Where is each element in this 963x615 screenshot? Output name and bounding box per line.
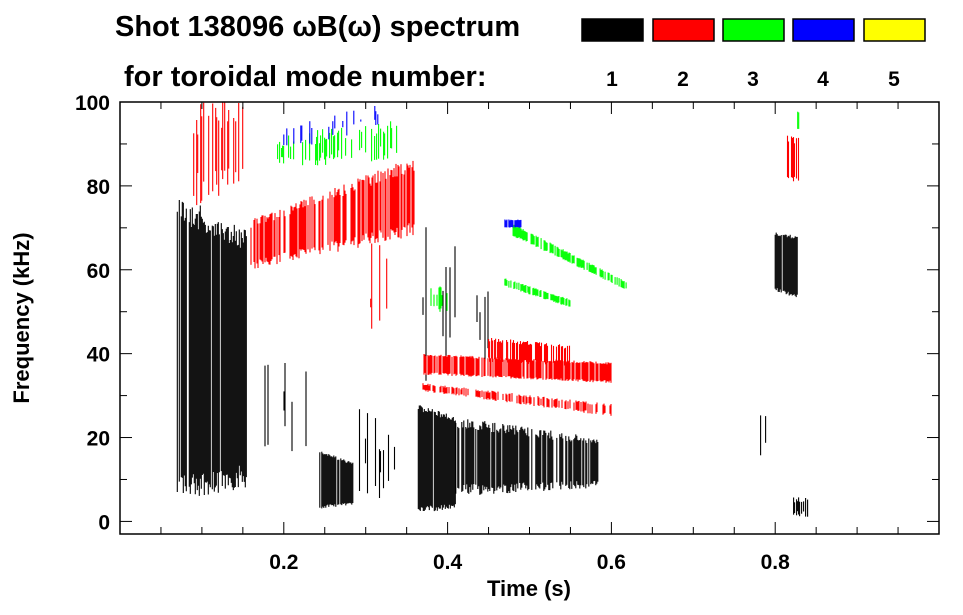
chart-subtitle: for toroidal mode number: <box>124 61 487 93</box>
y-tick-label: 80 <box>87 176 110 199</box>
y-tick-label: 100 <box>75 92 110 115</box>
x-tick-label: 0.6 <box>597 551 626 574</box>
legend-swatch-mode-5 <box>863 18 926 42</box>
x-tick-label: 0.8 <box>761 551 791 574</box>
x-tick-label: 0.2 <box>269 551 298 574</box>
legend-swatch-mode-4 <box>792 18 855 42</box>
legend-swatch-mode-2 <box>652 18 715 42</box>
x-axis-label: Time (s) <box>487 576 571 601</box>
chart-title: Shot 138096 ωB(ω) spectrum <box>115 11 520 43</box>
y-tick-label: 60 <box>87 260 110 283</box>
legend-label-mode-3: 3 <box>747 68 759 91</box>
legend-label-mode-4: 4 <box>817 68 829 91</box>
legend-label-mode-1: 1 <box>606 68 618 91</box>
legend: 1 2 3 4 5 <box>581 18 926 91</box>
spectrum-marks <box>176 102 809 517</box>
y-tick-label: 0 <box>98 511 110 534</box>
legend-swatch-mode-3 <box>722 18 785 42</box>
axes: 0.2 0.4 0.6 0.8 0 20 40 60 80 100 <box>75 92 940 574</box>
y-tick-label: 20 <box>87 428 110 451</box>
legend-swatch-mode-1 <box>581 18 644 42</box>
x-tick-label: 0.4 <box>433 551 463 574</box>
y-tick-label: 40 <box>87 344 110 367</box>
legend-label-mode-2: 2 <box>677 68 689 91</box>
legend-label-mode-5: 5 <box>888 68 900 91</box>
y-axis-label: Frequency (kHz) <box>9 232 34 403</box>
